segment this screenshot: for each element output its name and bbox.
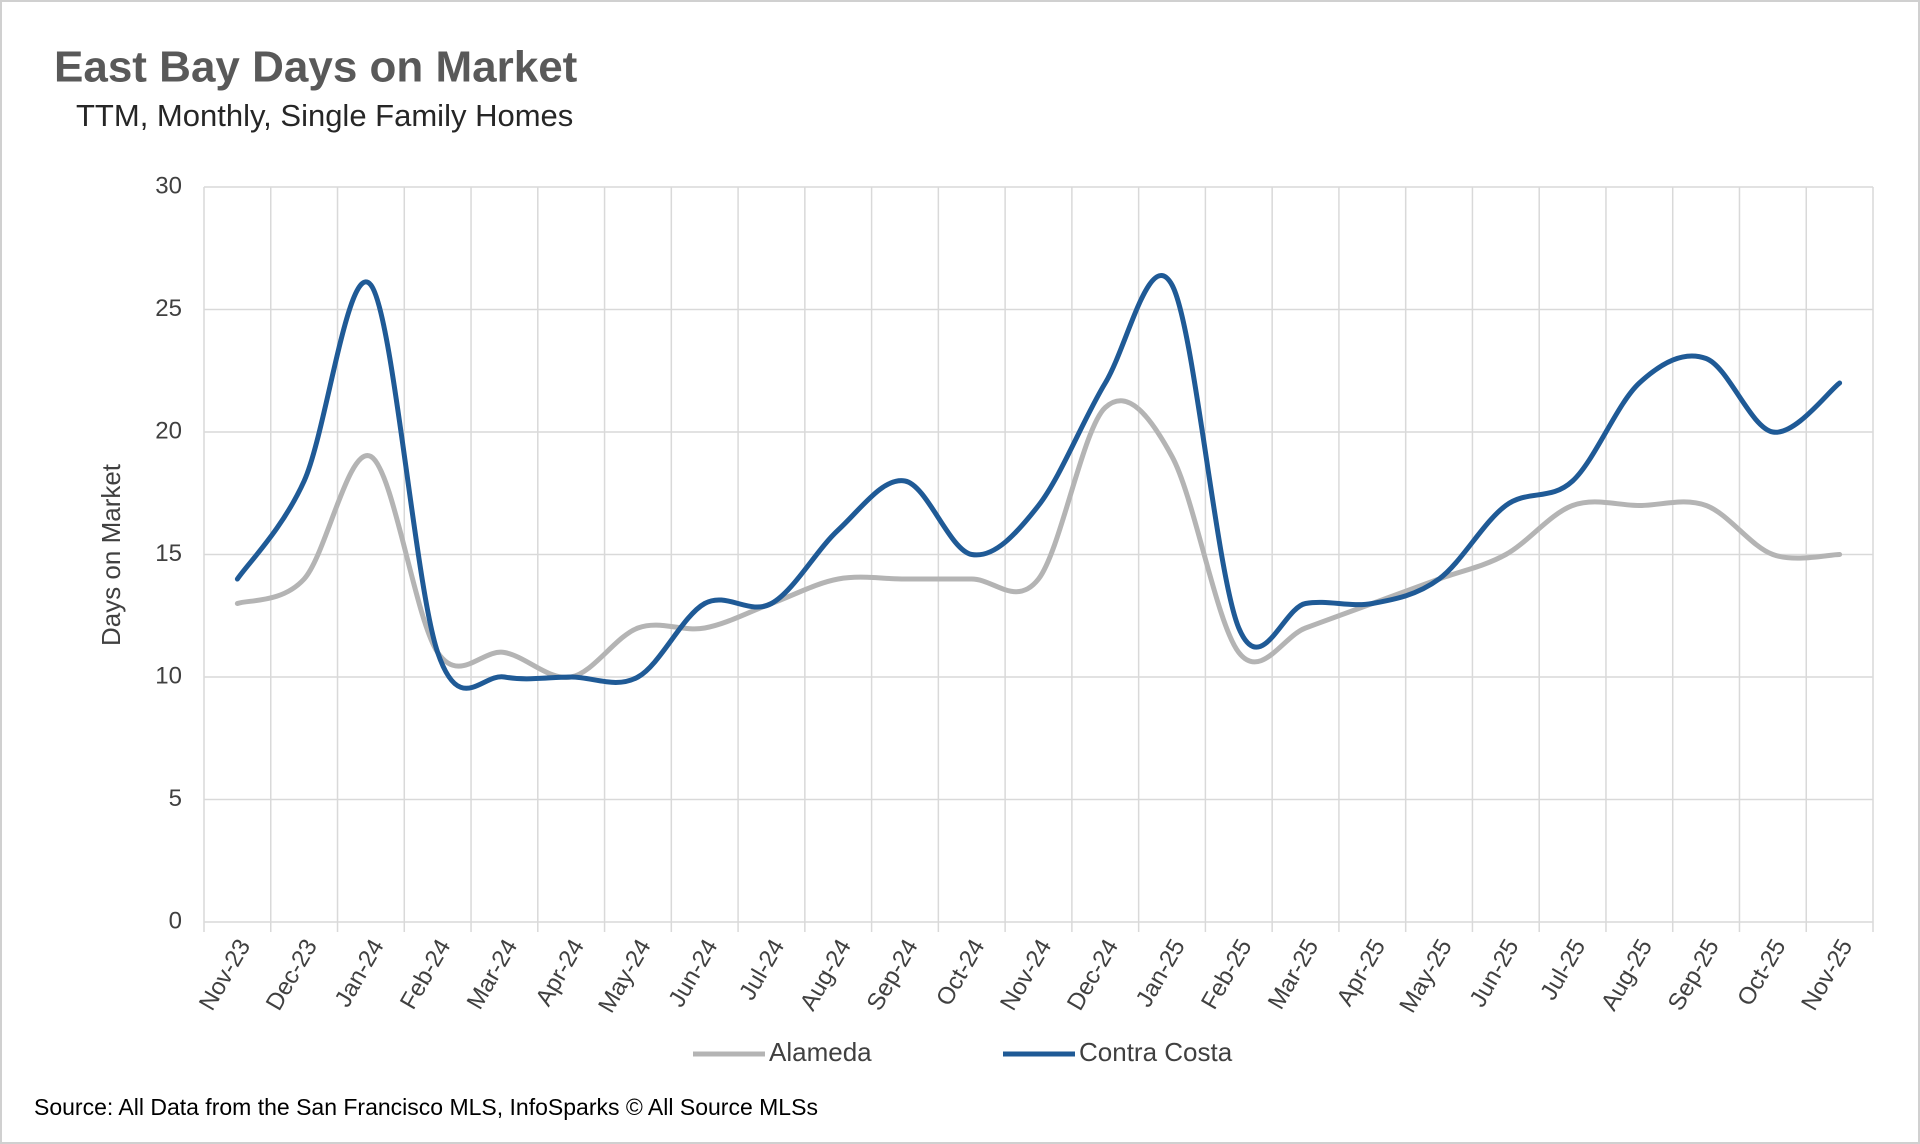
source-note: Source: All Data from the San Francisco … <box>34 1094 818 1120</box>
y-tick-label: 5 <box>169 785 182 812</box>
line-series <box>234 398 1843 680</box>
y-tick-label: 20 <box>155 417 182 444</box>
y-tick-label: 10 <box>155 662 182 689</box>
y-tick-label: 15 <box>155 540 182 567</box>
legend-label: Contra Costa <box>1079 1037 1233 1067</box>
y-tick-label: 30 <box>155 172 182 199</box>
y-axis-title: Days on Market <box>96 463 126 646</box>
legend-label: Alameda <box>769 1037 872 1067</box>
y-tick-label: 0 <box>169 907 182 934</box>
chart-subtitle: TTM, Monthly, Single Family Homes <box>76 98 573 133</box>
chart-title: East Bay Days on Market <box>54 43 578 92</box>
line-series <box>234 273 1843 691</box>
y-tick-label: 25 <box>155 295 182 322</box>
